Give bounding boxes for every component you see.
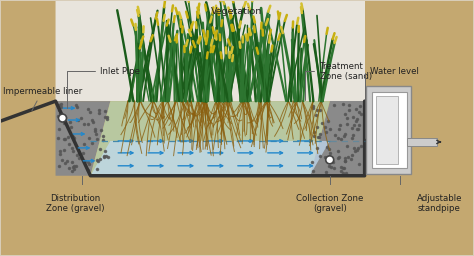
Text: Adjustable
standpipe: Adjustable standpipe [417, 194, 462, 213]
Text: Distribution
Zone (gravel): Distribution Zone (gravel) [46, 194, 105, 213]
Polygon shape [365, 1, 419, 101]
Circle shape [58, 114, 66, 122]
FancyBboxPatch shape [372, 92, 408, 168]
FancyBboxPatch shape [365, 86, 411, 174]
Text: Vegetation: Vegetation [211, 7, 263, 16]
Polygon shape [0, 1, 474, 101]
Text: Collection Zone
(gravel): Collection Zone (gravel) [296, 194, 364, 213]
Circle shape [326, 156, 334, 164]
Polygon shape [91, 141, 330, 176]
Polygon shape [55, 101, 110, 176]
FancyBboxPatch shape [408, 138, 438, 146]
FancyBboxPatch shape [375, 96, 398, 164]
Polygon shape [0, 1, 55, 121]
Text: Water level: Water level [365, 67, 419, 138]
Polygon shape [91, 101, 330, 176]
Text: Inlet Pipe: Inlet Pipe [67, 67, 140, 108]
Text: Impermeable liner: Impermeable liner [3, 87, 82, 111]
Text: Treatment
Zone (sand): Treatment Zone (sand) [305, 62, 372, 100]
Polygon shape [55, 176, 419, 255]
Polygon shape [310, 101, 365, 176]
Polygon shape [419, 1, 474, 176]
